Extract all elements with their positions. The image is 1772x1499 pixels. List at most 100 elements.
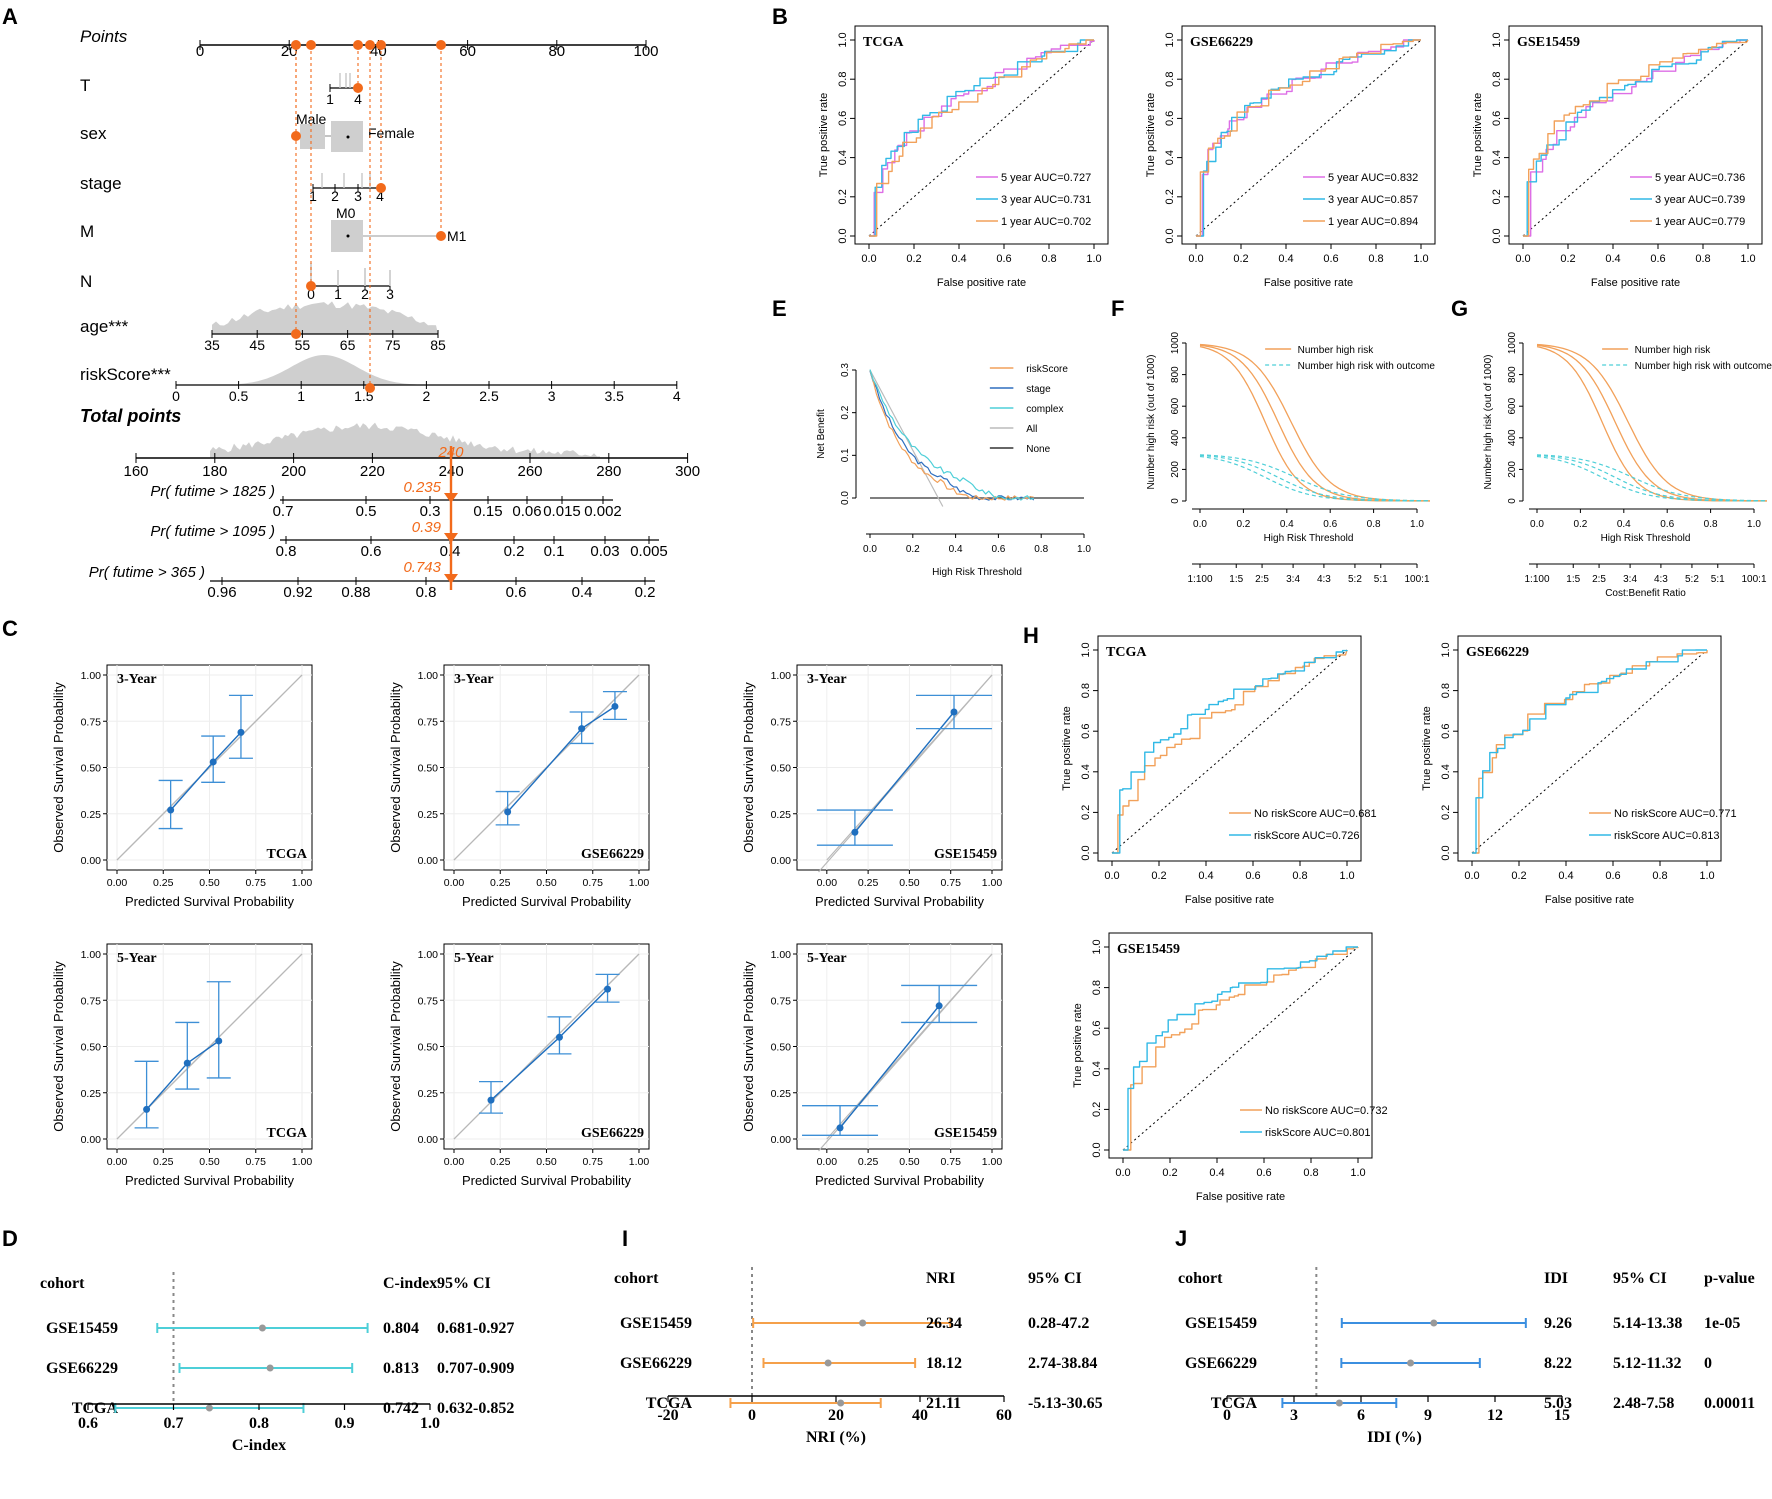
- sex-dot: [346, 135, 350, 139]
- points-tick-label: 0: [196, 43, 204, 60]
- panel-j-idi-forest: cohort IDI 95% CI p-value GSE15459 9.26 5.14-1…: [1178, 1267, 1755, 1446]
- y-tick-label: 1.0: [1091, 939, 1103, 954]
- forest-tick-label: 9: [1424, 1407, 1432, 1424]
- x-tick-label: 0.8: [1034, 544, 1048, 555]
- ratio-tick-label: 4:3: [1654, 574, 1668, 585]
- forest-value: 26.34: [926, 1315, 962, 1332]
- panel-letter-H: H: [1023, 623, 1039, 648]
- predicted-probability: 0.235: [403, 479, 441, 496]
- x-tick-label: 0.4: [1558, 870, 1573, 882]
- x-tick-label: 0.8: [1695, 253, 1710, 265]
- y-tick-label: 0.2: [1091, 1102, 1103, 1117]
- forest-cohort-label: GSE15459: [46, 1320, 118, 1337]
- y-tick-label: 200: [1507, 461, 1518, 478]
- estimate-point: [258, 1324, 266, 1332]
- outcome-curve: [1199, 454, 1430, 502]
- x-tick-label: 0.6: [1323, 519, 1337, 530]
- panel-g-clinical-impact: 0.0 0.2 0.4 0.6 0.8 1.0 0 200 400 600 800 1000 High …: [1483, 331, 1772, 599]
- panel-letter-F: F: [1111, 296, 1124, 321]
- legend-entry: Number high risk: [1635, 345, 1712, 356]
- forest-x-label: C-index: [232, 1437, 286, 1454]
- estimate-point: [859, 1319, 867, 1327]
- y-tick-label: 800: [1170, 366, 1181, 383]
- x-tick-label: 0.4: [1280, 519, 1294, 530]
- y-tick-label: 0.00: [771, 855, 792, 867]
- x-tick-label: 0.50: [199, 877, 220, 889]
- calibration-point: [604, 985, 612, 993]
- patient-marker: [365, 383, 375, 393]
- forest-value: 21.11: [926, 1395, 961, 1412]
- ratio-tick-label: 2:5: [1255, 574, 1269, 585]
- panel-letter-C: C: [2, 616, 18, 641]
- y-tick-label: 0.2: [1080, 805, 1092, 820]
- legend-entry: None: [1026, 444, 1050, 455]
- x-tick-label: 0.6: [1323, 253, 1338, 265]
- x-axis-label: High Risk Threshold: [932, 567, 1022, 578]
- ideal-line-extension: [116, 674, 303, 861]
- y-axis-label: Number high risk (out of 1000): [1483, 354, 1494, 489]
- riskscore-tick-label: 3: [548, 388, 556, 404]
- x-axis-label: False positive rate: [1196, 1191, 1285, 1203]
- calibration-plot-GSE15459-3-Year: 3-Year GSE15459 0.00 0.00 0.25 0.25 0.50 0.50 0.…: [741, 664, 1003, 909]
- x-tick-label: 0.0: [1193, 519, 1207, 530]
- x-tick-label: 0.8: [1652, 870, 1667, 882]
- year-label: 5-Year: [807, 951, 847, 966]
- patient-marker: [291, 329, 301, 339]
- x-tick-label: 0.00: [817, 1156, 838, 1168]
- nomogram-row-label: Points: [80, 27, 128, 46]
- y-tick-label: 0.6: [837, 111, 849, 126]
- y-tick-label: 0.4: [1440, 764, 1452, 779]
- ratio-tick-label: 5:2: [1348, 574, 1362, 585]
- calibration-line: [170, 731, 242, 811]
- x-tick-label: 0.0: [1530, 519, 1544, 530]
- x-tick-label: 0.75: [940, 877, 961, 889]
- y-tick-label: 0.0: [837, 228, 849, 243]
- y-tick-label: 0.00: [81, 1134, 102, 1146]
- roc-panel-GSE15459: GSE15459 0.0 0.0 0.2 0.2 0.4 0.4 0.6 0.6 0.8 0.8 1.…: [1472, 25, 1763, 289]
- nomogram-row-label: T: [80, 76, 90, 95]
- year-label: 3-Year: [454, 672, 494, 687]
- points-marker: [353, 40, 363, 50]
- forest-tick-label: 0.8: [249, 1415, 269, 1432]
- x-tick-label: 0.25: [490, 877, 511, 889]
- estimate-point: [205, 1404, 213, 1412]
- x-tick-label: 1.00: [629, 1156, 650, 1168]
- y-tick-label: 1.0: [1080, 642, 1092, 657]
- forest-tick-label: 1.0: [420, 1415, 440, 1432]
- roc-comparison-GSE66229: GSE66229 0.0 0.0 0.2 0.2 0.4 0.4 0.6 0.6 0.8 0.8 1.…: [1421, 635, 1737, 906]
- legend-entry: 1 year AUC=0.779: [1655, 216, 1745, 228]
- x-tick-label: 0.00: [107, 1156, 128, 1168]
- panel-letter-G: G: [1451, 296, 1468, 321]
- panel-f-clinical-impact: 0.0 0.2 0.4 0.6 0.8 1.0 0 200 400 600 800 1000 High …: [1146, 331, 1435, 585]
- cohort-label: GSE66229: [581, 1126, 644, 1141]
- probability-tick-label: 0.005: [630, 543, 668, 560]
- estimate-point: [1335, 1399, 1343, 1407]
- ratio-tick-label: 1:100: [1187, 574, 1212, 585]
- y-tick-label: 0.0: [840, 491, 851, 505]
- cohort-label: GSE66229: [1466, 645, 1529, 660]
- estimate-point: [1407, 1359, 1415, 1367]
- forest-header: 95% CI: [1613, 1270, 1667, 1287]
- roc-curve-1: [869, 39, 1094, 237]
- calibration-point: [237, 728, 245, 736]
- calibration-point: [836, 1124, 844, 1132]
- x-axis-label: Predicted Survival Probability: [125, 894, 295, 909]
- panel-letters: A B C D E F G H I J: [2, 4, 1468, 1251]
- legend-entry: riskScore AUC=0.801: [1265, 1127, 1370, 1139]
- total-points-tick-label: 280: [596, 463, 621, 480]
- forest-header: p-value: [1704, 1270, 1755, 1287]
- forest-value: 18.12: [926, 1355, 962, 1372]
- y-tick-label: 0.50: [771, 763, 792, 775]
- forest-cohort-label: TCGA: [646, 1395, 693, 1412]
- forest-cohort-label: GSE66229: [1185, 1355, 1257, 1372]
- y-tick-label: 200: [1170, 461, 1181, 478]
- forest-value: 0.681-0.927: [437, 1320, 514, 1337]
- x-tick-label: 1.00: [982, 1156, 1003, 1168]
- y-axis-label: Net Benefit: [816, 409, 827, 459]
- x-tick-label: 0.6: [1245, 870, 1260, 882]
- ratio-tick-label: 1:100: [1524, 574, 1549, 585]
- x-tick-label: 0.75: [246, 1156, 267, 1168]
- y-tick-label: 0.00: [418, 855, 439, 867]
- x-tick-label: 0.50: [536, 1156, 557, 1168]
- outcome-curve: [1536, 454, 1767, 502]
